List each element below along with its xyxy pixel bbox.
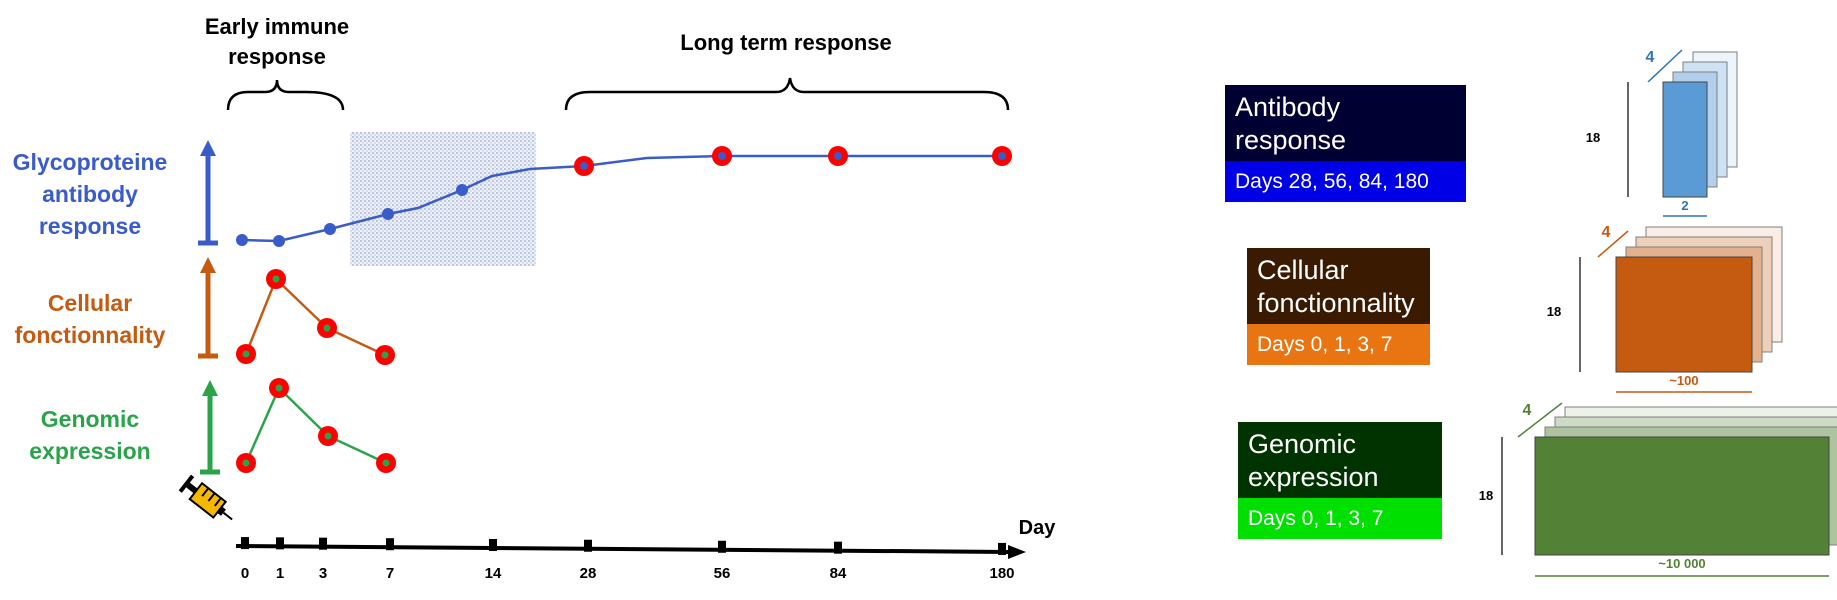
long-term-response-brace (564, 77, 1010, 111)
day-tick-label: 56 (714, 565, 731, 582)
day-tick (276, 537, 284, 550)
antibody-early-points (236, 184, 468, 247)
antibody-panel-days: Days 28, 56, 84, 180 (1225, 161, 1466, 202)
day-axis-label: Day (1019, 517, 1057, 539)
cellular-sampled-points (236, 269, 395, 365)
day-tick-label: 14 (485, 565, 502, 582)
depth-arrow (1597, 230, 1629, 258)
tensor-rows-label: 18 (1586, 130, 1600, 145)
genomic-row-label-line2: expression (29, 438, 150, 464)
cellular-scale-arrow (198, 257, 218, 359)
genomic-panel-title: Genomic expression (1238, 422, 1442, 498)
antibody-point (382, 208, 394, 220)
genomic-panel-title-line1: Genomic (1248, 429, 1357, 459)
tensor-slice (1534, 436, 1830, 556)
antibody-point (236, 234, 248, 246)
day-tick (319, 537, 327, 550)
early-response-title-line1: Early immune (205, 14, 349, 39)
early-response-brace (226, 79, 345, 111)
long-term-response-title: Long term response (680, 30, 891, 55)
cellular-row-label-line2: fonctionnality (15, 322, 166, 348)
antibody-scale-arrow (198, 140, 218, 246)
data-tensor-illustrations: 4 18 2 4 18 ~100 4 18 ~10 000 (1479, 49, 1837, 577)
tensor-stack-3: 4 18 ~10 000 (1479, 402, 1837, 577)
day-tick (998, 542, 1006, 555)
syringe-icon (178, 474, 233, 521)
day-tick-label: 1 (276, 565, 284, 582)
cellular-panel: Cellular fonctionnality Days 0, 1, 3, 7 (1247, 248, 1430, 365)
cellular-panel-title-line1: Cellular (1257, 255, 1349, 285)
genomic-panel-title-line2: expression (1248, 462, 1379, 492)
day-axis: 0 1 3 7 14 28 56 84 180 Day (235, 517, 1057, 582)
day-tick-label: 180 (989, 565, 1014, 582)
tensor-rows-label: 18 (1479, 488, 1493, 503)
tensor-rows-label: 18 (1547, 304, 1561, 319)
antibody-early-curve (241, 164, 585, 243)
antibody-point (324, 223, 336, 235)
genomic-scale-arrow (200, 380, 220, 475)
cellular-panel-title: Cellular fonctionnality (1247, 248, 1430, 324)
day-tick (834, 541, 842, 554)
antibody-long-term-curve (583, 154, 1002, 168)
tensor-slice (1615, 256, 1753, 373)
early-response-title-line2: response (228, 44, 326, 69)
antibody-row-label-line2: antibody (42, 181, 138, 207)
tensor-stack-1: 4 18 2 (1586, 49, 1738, 217)
tensor-depth-label: 4 (1523, 402, 1532, 419)
tensor-depth-label: 4 (1602, 224, 1611, 241)
day-tick-label: 0 (241, 565, 249, 582)
cellular-panel-title-line2: fonctionnality (1257, 288, 1415, 318)
antibody-panel: Antibody response Days 28, 56, 84, 180 (1225, 85, 1466, 202)
antibody-row-label-line1: Glycoproteine (13, 149, 168, 175)
depth-arrow (1647, 49, 1683, 83)
day-tick (718, 540, 726, 553)
tensor-cols-label: ~100 (1669, 373, 1698, 388)
genomic-sampled-points (236, 378, 396, 473)
day-tick-label: 3 (319, 565, 327, 582)
antibody-row-label: Glycoproteine antibody response (13, 149, 168, 239)
day-tick-label: 84 (830, 565, 847, 582)
antibody-sampled-points (574, 146, 1012, 176)
cellular-curve (244, 276, 386, 357)
day-axis-ticks: 0 1 3 7 14 28 56 84 180 (241, 537, 1015, 582)
day-tick (386, 538, 394, 551)
tensor-stack-2: 4 18 ~100 (1547, 224, 1783, 393)
antibody-panel-title-line2: response (1235, 125, 1347, 155)
antibody-point (456, 184, 468, 196)
antibody-point (273, 235, 285, 247)
depth-arrow (1517, 402, 1563, 438)
tensor-depth-label: 4 (1646, 49, 1655, 66)
antibody-panel-title: Antibody response (1225, 85, 1466, 161)
genomic-panel-days: Days 0, 1, 3, 7 (1238, 498, 1442, 539)
tensor-cols-label: ~10 000 (1658, 556, 1705, 571)
genomic-curve (244, 385, 387, 465)
day-tick (489, 538, 497, 551)
genomic-panel: Genomic expression Days 0, 1, 3, 7 (1238, 422, 1442, 539)
day-tick-label: 7 (386, 565, 394, 582)
day-tick (241, 537, 249, 550)
tensor-cols-label: 2 (1681, 198, 1688, 213)
tensor-slice (1662, 81, 1708, 198)
genomic-row-label-line1: Genomic (41, 406, 140, 432)
cellular-row-label-line1: Cellular (48, 290, 132, 316)
cellular-panel-days: Days 0, 1, 3, 7 (1247, 324, 1430, 365)
day-tick-label: 28 (580, 565, 597, 582)
day-tick (584, 539, 592, 552)
genomic-row-label: Genomic expression (29, 406, 150, 464)
antibody-row-label-line3: response (39, 213, 141, 239)
cellular-row-label: Cellular fonctionnality (15, 290, 166, 348)
antibody-panel-title-line1: Antibody (1235, 92, 1341, 122)
